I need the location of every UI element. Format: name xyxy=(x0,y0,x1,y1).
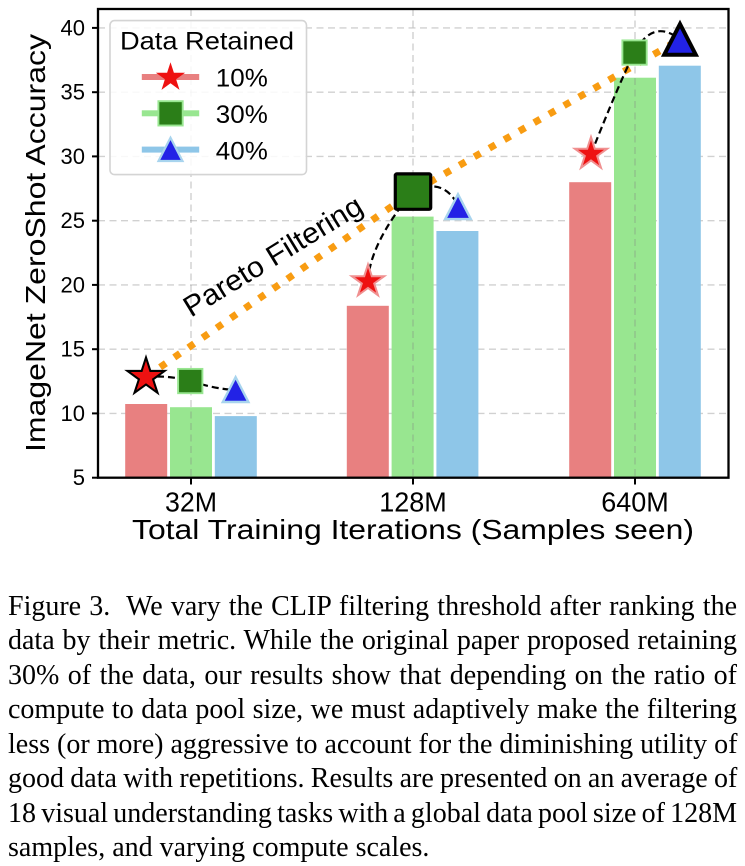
svg-text:10%: 10% xyxy=(216,65,268,93)
svg-text:40%: 40% xyxy=(216,137,268,165)
svg-text:32M: 32M xyxy=(165,487,217,518)
svg-text:128M: 128M xyxy=(379,487,447,518)
svg-text:640M: 640M xyxy=(601,487,669,518)
svg-text:ImageNet ZeroShot Accuracy: ImageNet ZeroShot Accuracy xyxy=(20,34,51,452)
svg-text:35: 35 xyxy=(61,80,85,105)
svg-text:5: 5 xyxy=(73,465,85,490)
svg-text:15: 15 xyxy=(61,337,85,362)
svg-text:30: 30 xyxy=(61,144,85,169)
svg-text:20: 20 xyxy=(61,272,85,297)
svg-text:25: 25 xyxy=(61,208,85,233)
svg-text:Total Training Iterations (Sam: Total Training Iterations (Samples seen) xyxy=(132,514,694,545)
svg-text:Data Retained: Data Retained xyxy=(120,28,294,56)
svg-text:40: 40 xyxy=(61,15,85,40)
svg-text:Pareto Filtering: Pareto Filtering xyxy=(178,190,369,324)
svg-text:10: 10 xyxy=(61,401,85,426)
svg-text:30%: 30% xyxy=(216,101,268,129)
